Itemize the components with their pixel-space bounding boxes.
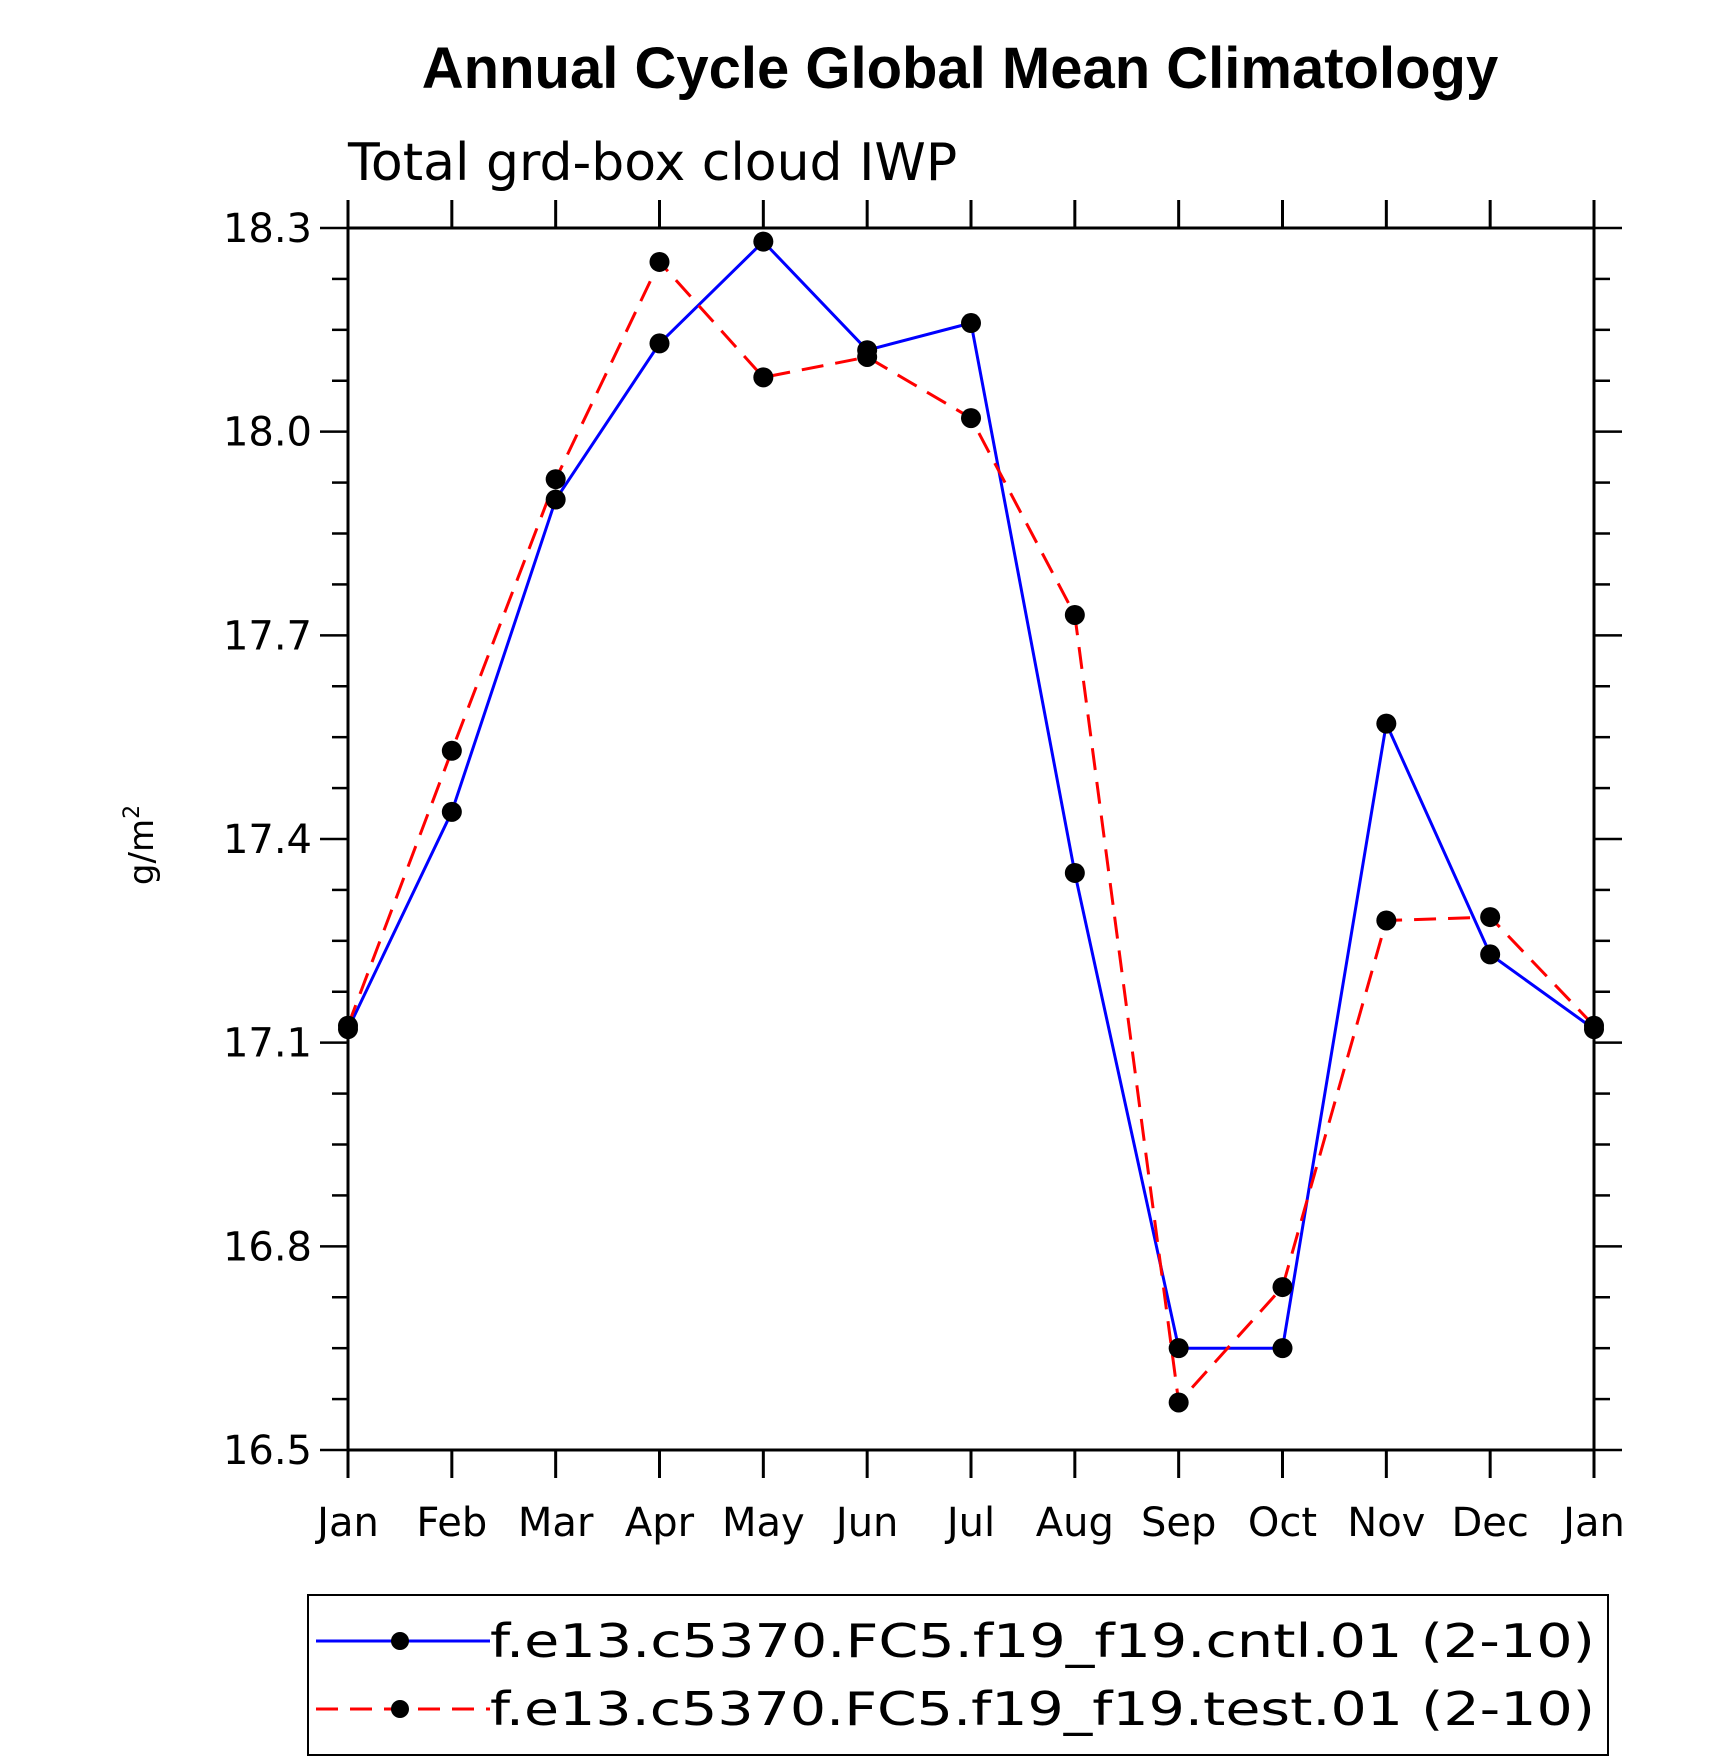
data-point-test	[1272, 1277, 1293, 1298]
data-point-cntl	[1064, 862, 1085, 883]
x-axis-tick-labels: Jan Feb Mar Apr May Jun Jul Aug Sep Oct Nov Dec Jan	[314, 1500, 1625, 1546]
data-point-test	[1480, 907, 1501, 928]
x-tick-label: May	[722, 1500, 805, 1546]
y-axis-label: g/m2	[120, 805, 162, 885]
x-tick-label: Mar	[518, 1500, 594, 1546]
series-line-test	[346, 260, 1596, 1404]
data-point-test	[649, 251, 670, 272]
legend-frame	[307, 1594, 1609, 1756]
data-point-test	[1064, 604, 1085, 625]
y-tick-label: 16.5	[223, 1428, 312, 1474]
legend: f.e13.c5370.FC5.f19_f19.cntl.01 (2-10) f…	[307, 1594, 1609, 1756]
data-point-test	[961, 408, 981, 429]
x-tick-label: Dec	[1451, 1500, 1528, 1546]
data-point-test	[1376, 910, 1397, 931]
data-point-cntl	[961, 313, 981, 334]
y-tick-label: 17.7	[223, 613, 312, 659]
x-tick-label: Jul	[944, 1500, 995, 1546]
y-tick-label: 18.3	[223, 206, 312, 252]
chart-title: Annual Cycle Global Mean Climatology	[422, 36, 1498, 101]
data-point-test	[753, 367, 774, 388]
x-tick-label: Aug	[1036, 1500, 1114, 1546]
x-tick-label: Nov	[1347, 1500, 1425, 1546]
data-point-cntl	[753, 231, 774, 252]
data-point-cntl	[545, 489, 566, 510]
series-line-cntl	[346, 240, 1595, 1350]
y-axis-tick-labels: 16.5 16.8 17.1 17.4 17.7 18.0 18.3	[223, 206, 312, 1474]
y-axis-label-exponent: 2	[120, 805, 145, 819]
x-tick-label: Jun	[833, 1500, 899, 1546]
data-point-cntl	[1272, 1338, 1293, 1359]
legend-label-test: f.e13.c5370.FC5.f19_f19.test.01 (2-10)	[490, 1682, 1595, 1736]
data-point-cntl	[1480, 944, 1501, 965]
x-tick-label: Feb	[416, 1500, 487, 1546]
legend-label-cntl: f.e13.c5370.FC5.f19_f19.cntl.01 (2-10)	[490, 1614, 1595, 1668]
x-tick-label: Jan	[314, 1500, 379, 1546]
legend-marker-test	[391, 1700, 409, 1718]
y-tick-label: 16.8	[223, 1224, 312, 1270]
data-point-cntl	[1168, 1338, 1189, 1359]
y-tick-label: 17.4	[223, 817, 312, 863]
data-point-test	[1168, 1392, 1189, 1413]
x-tick-label: Jan	[1560, 1500, 1625, 1546]
chart-subtitle: Total grd-box cloud IWP	[347, 133, 957, 193]
data-point-test	[857, 346, 878, 367]
x-tick-label: Oct	[1248, 1500, 1317, 1546]
data-point-test	[338, 1015, 358, 1036]
y-tick-label: 17.1	[223, 1021, 312, 1067]
x-tick-label: Sep	[1141, 1500, 1216, 1546]
data-point-test	[1584, 1015, 1604, 1036]
x-tick-label: Apr	[625, 1500, 695, 1546]
series-layer	[338, 231, 1604, 1413]
data-point-test	[441, 740, 462, 761]
data-point-cntl	[441, 801, 462, 822]
data-point-test	[545, 469, 566, 490]
data-point-cntl	[1376, 713, 1397, 734]
axis-ticks	[320, 200, 1622, 1478]
legend-marker-cntl	[391, 1632, 409, 1650]
data-point-cntl	[649, 333, 670, 354]
y-tick-label: 18.0	[223, 410, 312, 456]
y-axis-label-unit: g/m	[122, 819, 162, 885]
